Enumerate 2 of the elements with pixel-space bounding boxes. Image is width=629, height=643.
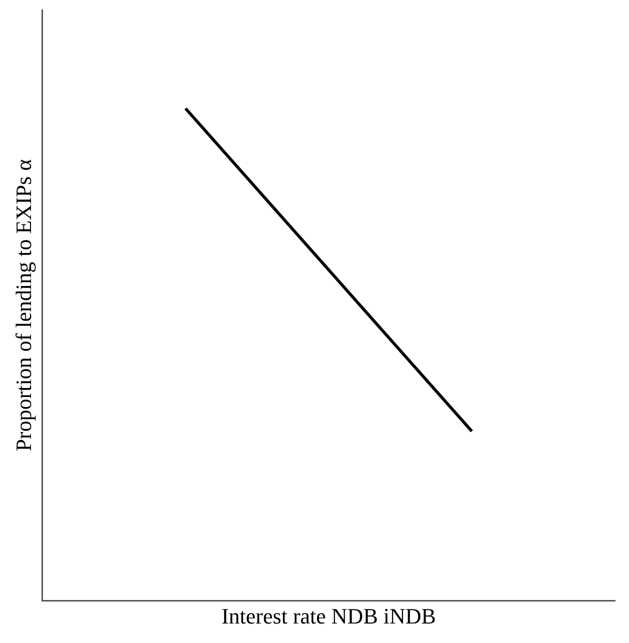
y-axis-title: Proportion of lending to EXIPs α bbox=[10, 158, 36, 452]
x-axis-title: Interest rate NDB iNDB bbox=[221, 604, 436, 629]
